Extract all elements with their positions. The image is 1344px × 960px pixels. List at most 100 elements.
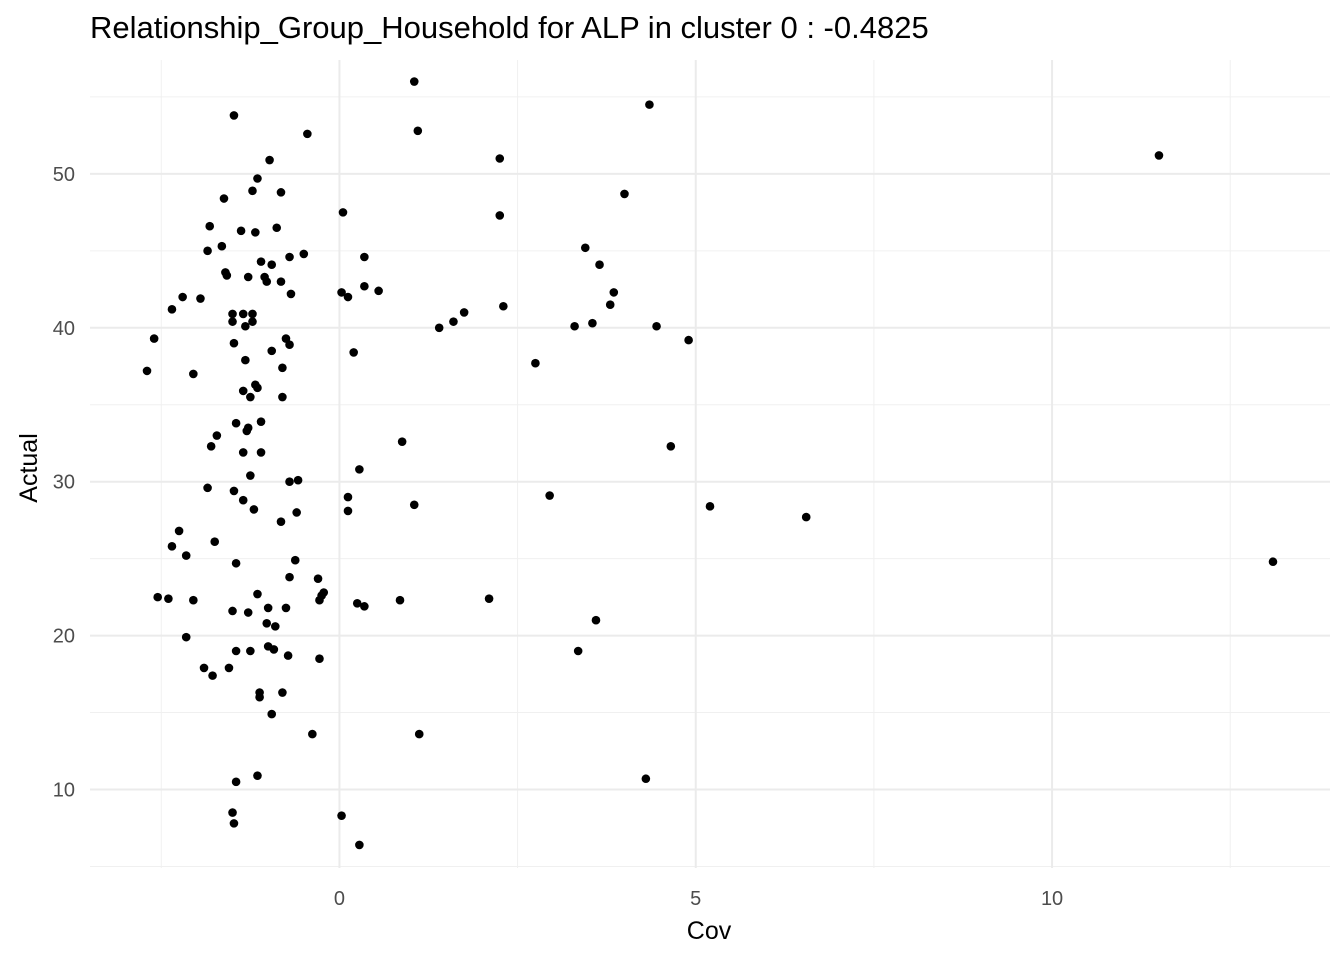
- data-point: [189, 369, 198, 379]
- data-point: [256, 257, 266, 266]
- data-point: [397, 437, 407, 446]
- data-point: [343, 506, 353, 516]
- data-point: [591, 615, 601, 625]
- data-point: [196, 294, 205, 303]
- data-point: [243, 423, 253, 433]
- data-point: [545, 491, 554, 500]
- data-point: [263, 603, 273, 613]
- data-point: [315, 654, 324, 663]
- data-point: [684, 335, 693, 345]
- data-point: [355, 840, 364, 850]
- data-point: [319, 588, 329, 597]
- data-point: [1268, 557, 1278, 567]
- data-point: [251, 228, 260, 237]
- data-point: [484, 594, 494, 603]
- data-point: [217, 241, 227, 251]
- data-point: [205, 221, 215, 231]
- data-point: [343, 492, 353, 502]
- data-point: [229, 819, 239, 828]
- data-point: [229, 111, 239, 120]
- data-point: [641, 774, 651, 784]
- data-point: [290, 555, 300, 565]
- data-point: [262, 618, 272, 628]
- y-tick-label: 40: [53, 318, 75, 340]
- data-point: [449, 317, 458, 326]
- data-point: [203, 246, 212, 256]
- data-point: [203, 483, 212, 493]
- data-point: [595, 260, 604, 269]
- data-point: [269, 645, 279, 654]
- data-point: [243, 272, 253, 282]
- data-point: [256, 417, 266, 426]
- data-point: [231, 418, 241, 428]
- data-point: [276, 188, 286, 197]
- data-point: [283, 651, 293, 660]
- data-point: [413, 126, 423, 136]
- data-point: [236, 226, 246, 236]
- data-point: [308, 729, 317, 739]
- data-point: [570, 321, 579, 331]
- x-tick-label: 10: [1041, 888, 1063, 910]
- data-point: [355, 465, 364, 474]
- data-point: [243, 608, 253, 617]
- data-point: [231, 777, 241, 787]
- data-point: [620, 189, 629, 199]
- data-point: [222, 271, 232, 280]
- data-point: [149, 334, 159, 343]
- data-point: [246, 646, 255, 656]
- data-point: [349, 348, 358, 357]
- data-point: [285, 572, 294, 582]
- data-point: [292, 508, 301, 517]
- data-point: [189, 595, 198, 605]
- data-point: [360, 602, 369, 611]
- data-points: [142, 77, 1278, 850]
- data-point: [228, 808, 237, 817]
- data-point: [531, 358, 540, 368]
- data-point: [256, 448, 266, 457]
- data-point: [228, 309, 237, 319]
- data-point: [231, 558, 241, 568]
- data-point: [303, 129, 312, 139]
- data-point: [360, 281, 369, 291]
- data-point: [337, 811, 346, 820]
- data-point: [360, 252, 369, 262]
- data-point: [255, 692, 264, 702]
- data-point: [459, 308, 469, 317]
- data-point: [605, 300, 615, 310]
- data-point: [253, 771, 262, 780]
- data-point: [1154, 151, 1164, 160]
- data-point: [395, 595, 405, 605]
- data-point: [253, 589, 262, 599]
- data-point: [142, 366, 152, 376]
- data-point: [238, 495, 248, 505]
- data-point: [181, 632, 191, 642]
- data-point: [265, 155, 274, 165]
- data-point: [343, 292, 353, 302]
- data-point: [246, 392, 255, 402]
- data-point: [212, 431, 222, 440]
- data-point: [167, 542, 177, 551]
- y-tick-label: 10: [53, 780, 75, 802]
- x-tick-label: 0: [334, 888, 345, 910]
- data-point: [267, 709, 277, 719]
- data-point: [164, 594, 173, 603]
- data-point: [241, 321, 250, 331]
- data-point: [409, 77, 419, 86]
- data-point: [248, 186, 257, 196]
- data-point: [285, 252, 294, 262]
- major-gridlines: [90, 60, 1330, 868]
- data-point: [299, 249, 309, 259]
- y-tick-label: 30: [53, 472, 75, 494]
- data-point: [178, 292, 187, 302]
- data-point: [229, 486, 239, 496]
- data-point: [249, 505, 259, 514]
- data-point: [248, 309, 257, 319]
- data-point: [199, 663, 209, 673]
- data-point: [246, 471, 255, 480]
- data-point: [281, 603, 291, 613]
- data-point: [174, 526, 184, 536]
- x-tick-label: 5: [690, 888, 701, 910]
- data-point: [228, 317, 237, 326]
- data-point: [208, 671, 217, 680]
